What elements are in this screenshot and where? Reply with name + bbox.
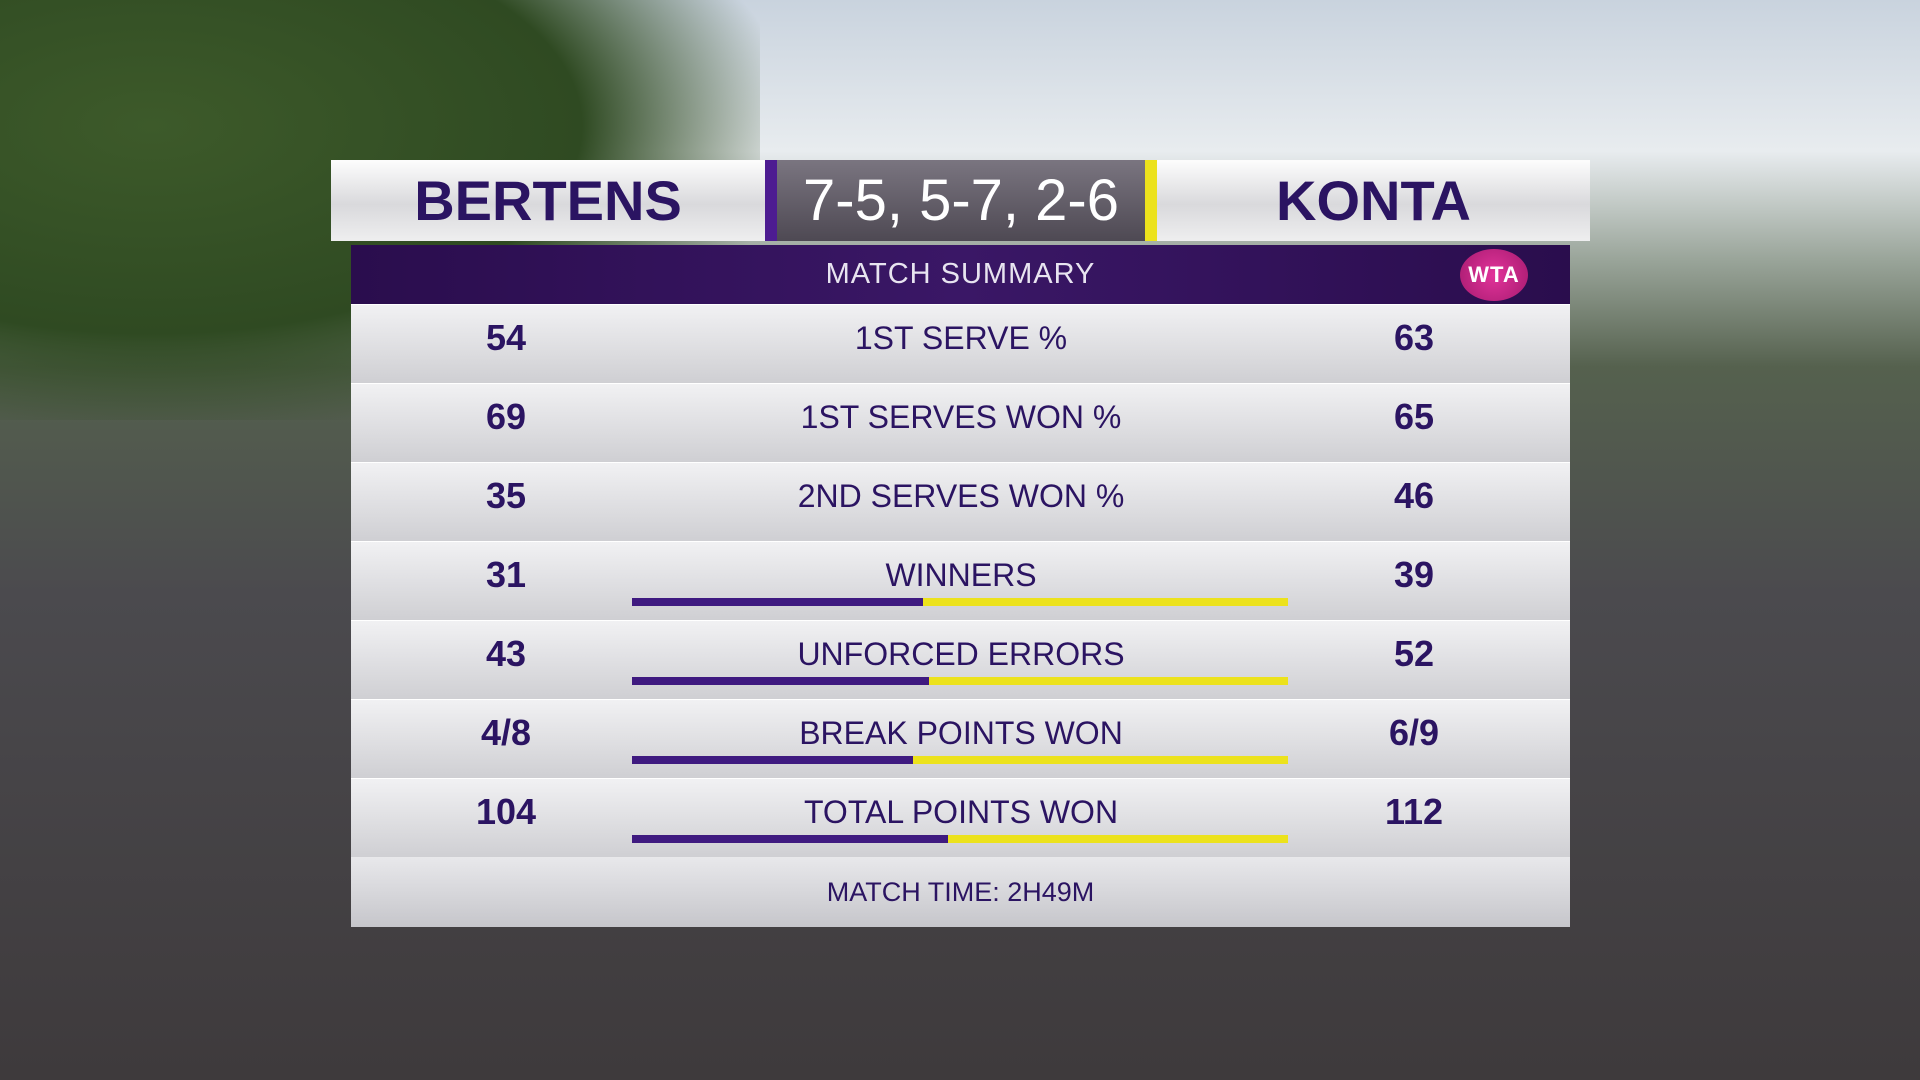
stat-row: 43 UNFORCED ERRORS 52 bbox=[351, 620, 1570, 699]
left-value: 35 bbox=[485, 475, 527, 516]
left-value: 4/8 bbox=[480, 712, 532, 753]
stat-label: TOTAL POINTS WON bbox=[803, 793, 1119, 830]
stat-label: UNFORCED ERRORS bbox=[797, 635, 1125, 672]
left-value: 31 bbox=[485, 554, 527, 595]
left-bar bbox=[632, 677, 929, 685]
stat-row: 31 WINNERS 39 bbox=[351, 541, 1570, 620]
right-bar bbox=[913, 756, 1288, 764]
stat-label: 1ST SERVES WON % bbox=[800, 398, 1122, 435]
stat-label: 1ST SERVE % bbox=[854, 319, 1068, 356]
logo: WTA bbox=[1460, 249, 1528, 301]
right-bar bbox=[928, 677, 1288, 685]
stat-row: 104 TOTAL POINTS WON 112 bbox=[351, 778, 1570, 857]
stat-row: 4/8 BREAK POINTS WON 6/9 bbox=[351, 699, 1570, 778]
left-value: 54 bbox=[485, 317, 527, 358]
stat-label: 2ND SERVES WON % bbox=[797, 477, 1125, 514]
score: 7-5, 5-7, 2-6 bbox=[765, 160, 1157, 241]
left-value: 104 bbox=[475, 791, 537, 832]
match-time: MATCH TIME: 2H49M bbox=[351, 857, 1570, 927]
left-value: 43 bbox=[485, 633, 527, 674]
match-summary: MATCH SUMMARY WTA 54 1ST SERVE % 63 69 1ST S… bbox=[351, 245, 1570, 927]
right-value: 52 bbox=[1393, 633, 1435, 674]
player-right: KONTA bbox=[1276, 169, 1471, 232]
left-bar bbox=[632, 598, 923, 606]
right-value: 6/9 bbox=[1388, 712, 1440, 753]
right-value: 112 bbox=[1384, 791, 1444, 832]
right-value: 65 bbox=[1393, 396, 1435, 437]
right-bar bbox=[922, 598, 1288, 606]
stat-label: WINNERS bbox=[885, 556, 1037, 593]
stat-label: BREAK POINTS WON bbox=[799, 714, 1123, 751]
left-bar bbox=[632, 835, 948, 843]
left-value: 69 bbox=[485, 396, 527, 437]
right-value: 63 bbox=[1393, 317, 1435, 358]
right-value: 46 bbox=[1393, 475, 1435, 516]
stat-rows: 54 1ST SERVE % 63 69 1ST SERVES WON % 65 35 2ND… bbox=[351, 304, 1570, 857]
score-header: BERTENS 7-5, 5-7, 2-6 KONTA bbox=[331, 160, 1590, 241]
stat-row: 54 1ST SERVE % 63 bbox=[351, 304, 1570, 383]
panel-title: MATCH SUMMARY WTA bbox=[351, 245, 1570, 304]
left-bar bbox=[632, 756, 914, 764]
stat-row: 69 1ST SERVES WON % 65 bbox=[351, 383, 1570, 462]
stat-row: 35 2ND SERVES WON % 46 bbox=[351, 462, 1570, 541]
right-value: 39 bbox=[1393, 554, 1435, 595]
title-text: MATCH SUMMARY bbox=[825, 258, 1096, 290]
right-bar bbox=[947, 835, 1288, 843]
player-left: BERTENS bbox=[414, 169, 682, 232]
